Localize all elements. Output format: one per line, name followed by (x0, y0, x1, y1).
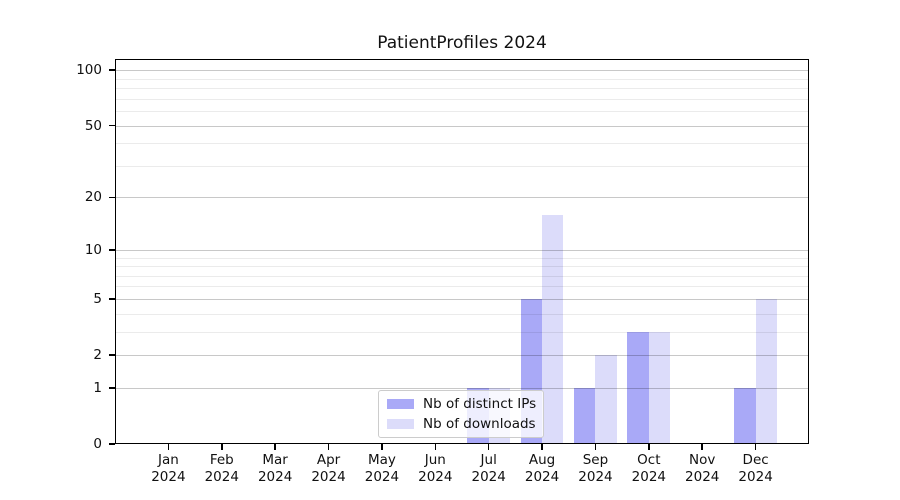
x-tick-label-jan: Jan 2024 (151, 452, 186, 485)
gridline-7 (115, 275, 809, 277)
y-tick-mark-10 (109, 248, 115, 251)
bar-sep-distinct-ips (574, 387, 596, 444)
legend-swatch-downloads (387, 419, 414, 429)
bar-oct-downloads (648, 331, 671, 444)
x-tick-mark-nov (701, 444, 704, 450)
x-tick-label-oct: Oct 2024 (631, 452, 667, 485)
gridline-2 (115, 355, 809, 357)
y-tick-label-10: 10 (84, 241, 102, 258)
gridline-40 (115, 143, 809, 145)
y-tick-label-5: 5 (93, 290, 102, 307)
gridline-4 (115, 313, 809, 315)
gridline-1 (115, 387, 809, 389)
y-tick-mark-20 (109, 196, 115, 199)
gridline-80 (115, 88, 809, 90)
gridline-8 (115, 266, 809, 268)
y-tick-label-20: 20 (84, 189, 102, 206)
x-tick-mark-jun (434, 444, 437, 450)
bar-oct-distinct-ips (627, 331, 649, 444)
gridline-20 (115, 197, 809, 199)
bar-dec-distinct-ips (734, 387, 756, 444)
y-tick-mark-1 (109, 387, 115, 389)
x-tick-label-nov: Nov 2024 (685, 452, 720, 485)
x-tick-mark-feb (220, 444, 223, 450)
y-tick-label-2: 2 (93, 347, 102, 364)
x-tick-label-jun: Jun 2024 (418, 452, 453, 485)
y-tick-label-1: 1 (93, 379, 102, 396)
y-tick-mark-2 (109, 354, 115, 356)
y-tick-mark-5 (109, 298, 115, 300)
x-tick-label-dec: Dec 2024 (738, 452, 773, 485)
y-tick-label-50: 50 (84, 117, 102, 134)
y-tick-label-0: 0 (93, 436, 102, 452)
gridline-6 (115, 286, 809, 288)
x-tick-label-mar: Mar 2024 (257, 452, 293, 485)
gridline-60 (115, 111, 809, 113)
x-tick-label-sep: Sep 2024 (578, 452, 613, 485)
x-tick-mark-jul (487, 444, 490, 450)
gridline-90 (115, 78, 809, 80)
legend-label-downloads: Nb of downloads (423, 416, 536, 432)
legend-label-distinct-ips: Nb of distinct IPs (423, 396, 537, 412)
x-tick-mark-apr (327, 444, 330, 450)
x-tick-mark-may (381, 444, 383, 450)
x-tick-label-jul: Jul 2024 (471, 452, 506, 485)
legend-item-downloads: Nb of downloads (387, 416, 536, 432)
legend-swatch-distinct-ips (387, 399, 414, 409)
chart-title: PatientProfiles 2024 (377, 33, 547, 53)
plot-area (115, 59, 809, 444)
gridline-10 (115, 249, 809, 251)
x-tick-mark-dec (754, 444, 757, 450)
x-tick-mark-mar (274, 444, 276, 450)
gridline-5 (115, 298, 809, 300)
x-tick-label-aug: Aug 2024 (524, 452, 560, 485)
y-tick-mark-50 (109, 124, 115, 127)
gridline-70 (115, 98, 809, 100)
gridline-9 (115, 257, 809, 259)
y-tick-mark-0 (109, 443, 115, 445)
x-tick-mark-aug (541, 444, 543, 450)
x-tick-label-may: May 2024 (364, 452, 400, 485)
grid-layer (115, 59, 809, 444)
x-tick-label-apr: Apr 2024 (311, 452, 346, 485)
bar-sep-downloads (595, 355, 617, 444)
gridline-3 (115, 331, 809, 333)
x-tick-mark-oct (648, 444, 650, 450)
gridline-100 (115, 70, 809, 72)
legend-item-distinct-ips: Nb of distinct IPs (387, 396, 537, 412)
gridline-50 (115, 125, 809, 127)
x-tick-mark-sep (594, 444, 597, 450)
y-tick-label-100: 100 (76, 62, 102, 79)
gridline-30 (115, 165, 809, 167)
y-tick-mark-100 (109, 69, 115, 71)
bar-aug-downloads (542, 214, 564, 444)
bars-layer (115, 59, 809, 444)
x-tick-label-feb: Feb 2024 (204, 452, 239, 485)
bar-dec-downloads (755, 298, 777, 444)
x-tick-mark-jan (167, 444, 170, 450)
legend: Nb of distinct IPs Nb of downloads (378, 390, 544, 438)
